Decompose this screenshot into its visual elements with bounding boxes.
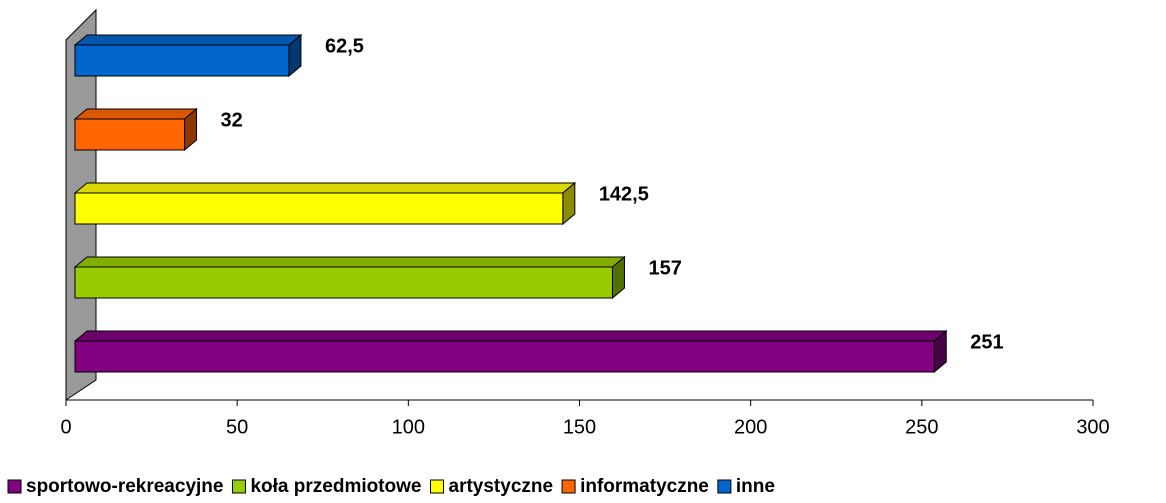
- x-tick-label: 100: [392, 416, 425, 438]
- x-tick-label: 0: [60, 416, 71, 438]
- value-label: 62,5: [325, 35, 364, 57]
- bar-top: [73, 256, 626, 268]
- legend-label: informatyczne: [580, 476, 709, 497]
- bar: [74, 340, 935, 373]
- bar-top: [73, 108, 198, 120]
- legend-swatch: [430, 479, 444, 494]
- value-label: 251: [970, 331, 1003, 353]
- legend-swatch: [717, 479, 732, 494]
- legend-swatch: [231, 479, 246, 494]
- x-tick-label: 50: [226, 416, 248, 438]
- legend-label: inne: [736, 476, 775, 497]
- bar-top: [73, 330, 948, 342]
- legend-label: koła przedmiotowe: [250, 476, 421, 497]
- x-tick-label: 150: [563, 416, 596, 438]
- bar: [74, 118, 186, 151]
- legend-label: sportowo-rekreacyjne: [26, 476, 223, 497]
- bar: [74, 44, 290, 77]
- value-label: 32: [221, 109, 243, 131]
- bar-top: [73, 34, 303, 46]
- legend-label: artystyczne: [449, 476, 554, 497]
- value-label: 157: [648, 257, 681, 279]
- bar-top: [73, 182, 577, 194]
- bar: [74, 192, 564, 225]
- x-tick-label: 250: [905, 416, 938, 438]
- legend-swatch: [561, 479, 576, 494]
- value-label: 142,5: [599, 183, 649, 205]
- legend-swatch: [7, 479, 22, 494]
- x-tick-label: 200: [734, 416, 767, 438]
- bar: [74, 266, 613, 299]
- x-tick-label: 300: [1076, 416, 1109, 438]
